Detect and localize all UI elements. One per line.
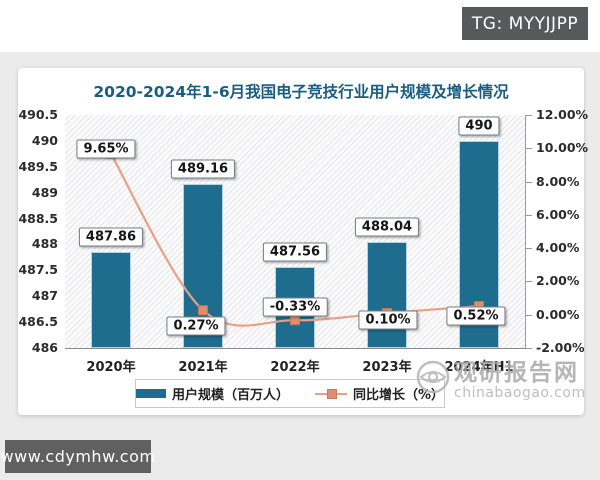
watermark: 观研报告网 chinabaogao.com bbox=[416, 360, 586, 401]
x-axis-label: 2020年 bbox=[86, 360, 136, 375]
right-axis-tick: 2.00% bbox=[536, 273, 580, 289]
left-axis-tick: 486.5 bbox=[18, 314, 58, 330]
right-axis-tickmark bbox=[526, 214, 532, 216]
line-marker bbox=[290, 315, 300, 326]
right-axis-tick: 4.00% bbox=[536, 240, 580, 256]
right-axis-tick: 8.00% bbox=[536, 173, 580, 189]
bar-value-label: 488.04 bbox=[354, 217, 420, 237]
tg-watermark-badge: TG: MYYJJPP bbox=[462, 7, 588, 40]
x-axis-label: 2024年H1 bbox=[444, 360, 514, 375]
line-value-label: 9.65% bbox=[76, 139, 136, 159]
left-axis-tick: 490.5 bbox=[18, 107, 58, 122]
right-axis-tickmark bbox=[526, 181, 532, 183]
bar bbox=[367, 242, 407, 348]
bar-value-label: 487.86 bbox=[78, 227, 144, 247]
bar-series-swatch bbox=[136, 389, 166, 398]
line-value-label: -0.33% bbox=[262, 297, 328, 317]
legend-label-growth: 同比增长（%） bbox=[352, 388, 445, 403]
line-marker bbox=[198, 305, 208, 316]
line-series-swatch bbox=[314, 389, 347, 399]
left-axis-tick: 490 bbox=[31, 132, 58, 148]
right-axis-tick: 0.00% bbox=[536, 306, 580, 322]
x-axis-label: 2022年 bbox=[270, 360, 320, 375]
left-axis-tick: 486 bbox=[31, 340, 58, 355]
right-axis-tickmark bbox=[526, 314, 532, 316]
right-axis-tickmark bbox=[526, 248, 532, 250]
left-axis-tick: 488.5 bbox=[18, 210, 58, 226]
bar-value-label: 487.56 bbox=[262, 242, 328, 262]
legend-label-users: 用户规模（百万人） bbox=[172, 388, 290, 403]
site-watermark-badge: www.cdymhw.com bbox=[1, 440, 155, 473]
legend: 用户规模（百万人） 同比增长（%） bbox=[135, 379, 445, 408]
watermark-domain: chinabaogao.com bbox=[454, 385, 586, 401]
line-value-label: 0.10% bbox=[358, 310, 418, 330]
line-value-label: 0.52% bbox=[446, 306, 506, 326]
line-value-label: 0.27% bbox=[166, 316, 226, 336]
watermark-brand: 观研报告网 bbox=[454, 360, 579, 386]
right-axis-tickmark bbox=[526, 348, 532, 349]
left-axis-tick: 487.5 bbox=[18, 262, 58, 278]
right-axis-tickmark bbox=[526, 148, 532, 150]
right-axis-tick: 6.00% bbox=[536, 206, 580, 222]
legend-item-users: 用户规模（百万人） bbox=[136, 384, 289, 403]
left-axis-tick: 489 bbox=[31, 184, 58, 200]
eye-logo-icon bbox=[416, 360, 450, 394]
right-axis-tick: -2.00% bbox=[536, 340, 585, 355]
left-axis-tick: 488 bbox=[31, 236, 58, 252]
bar-value-label: 490 bbox=[458, 116, 500, 136]
right-axis-tick: 10.00% bbox=[536, 140, 589, 156]
chart-title: 2020-2024年1-6月我国电子竞技行业用户规模及增长情况 bbox=[93, 83, 509, 101]
watermark-text: 观研报告网 chinabaogao.com bbox=[454, 360, 586, 401]
right-axis-tickmark bbox=[526, 281, 532, 283]
right-axis-tickmark bbox=[526, 115, 532, 116]
legend-item-growth: 同比增长（%） bbox=[314, 384, 445, 403]
left-axis-tick: 489.5 bbox=[18, 158, 58, 174]
left-axis-tick: 487 bbox=[31, 288, 58, 304]
bar bbox=[91, 251, 131, 348]
x-axis-label: 2021年 bbox=[178, 360, 228, 375]
bar-value-label: 489.16 bbox=[170, 159, 236, 179]
right-axis-tick: 12.00% bbox=[536, 107, 589, 122]
x-axis-label: 2023年 bbox=[362, 360, 412, 375]
